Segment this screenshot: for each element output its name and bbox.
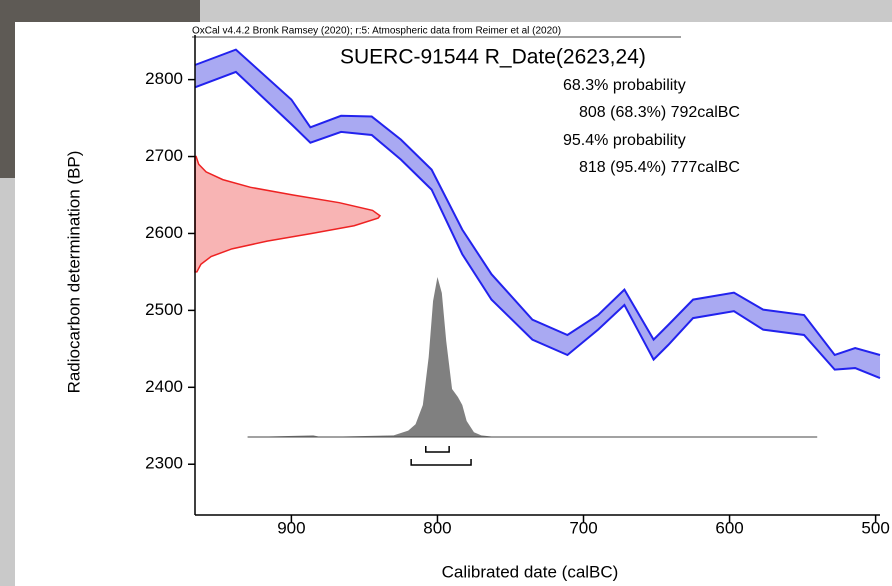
range-heading: 68.3% probability — [563, 77, 686, 94]
curve-lower — [194, 70, 881, 380]
x-axis-label: Calibrated date (calBC) — [442, 562, 619, 581]
range-heading: 95.4% probability — [563, 132, 686, 149]
y-tick-label: 2700 — [145, 146, 183, 165]
x-tick-label: 500 — [861, 518, 889, 537]
measurement-distribution — [194, 155, 382, 273]
y-tick-label: 2800 — [145, 69, 183, 88]
header: OxCal v4.4.2 Bronk Ramsey (2020); r:5: A… — [192, 26, 561, 37]
range-bracket — [410, 459, 472, 466]
x-tick-label: 700 — [569, 518, 597, 537]
y-axis-label: Radiocarbon determination (BP) — [64, 151, 83, 394]
y-tick-label: 2600 — [145, 223, 183, 242]
x-tick-label: 800 — [423, 518, 451, 537]
curve-upper — [194, 48, 881, 357]
chart-title: SUERC-91544 R_Date(2623,24) — [340, 46, 646, 69]
curve-band — [195, 49, 880, 379]
range-label: 818 (95.4%) 777calBC — [579, 159, 740, 176]
y-tick-label: 2500 — [145, 300, 183, 319]
range-bracket — [425, 446, 450, 453]
x-tick-label: 600 — [715, 518, 743, 537]
x-tick-label: 900 — [277, 518, 305, 537]
y-tick-label: 2400 — [145, 377, 183, 396]
y-tick-label: 2300 — [145, 454, 183, 473]
range-label: 808 (68.3%) 792calBC — [579, 104, 740, 121]
